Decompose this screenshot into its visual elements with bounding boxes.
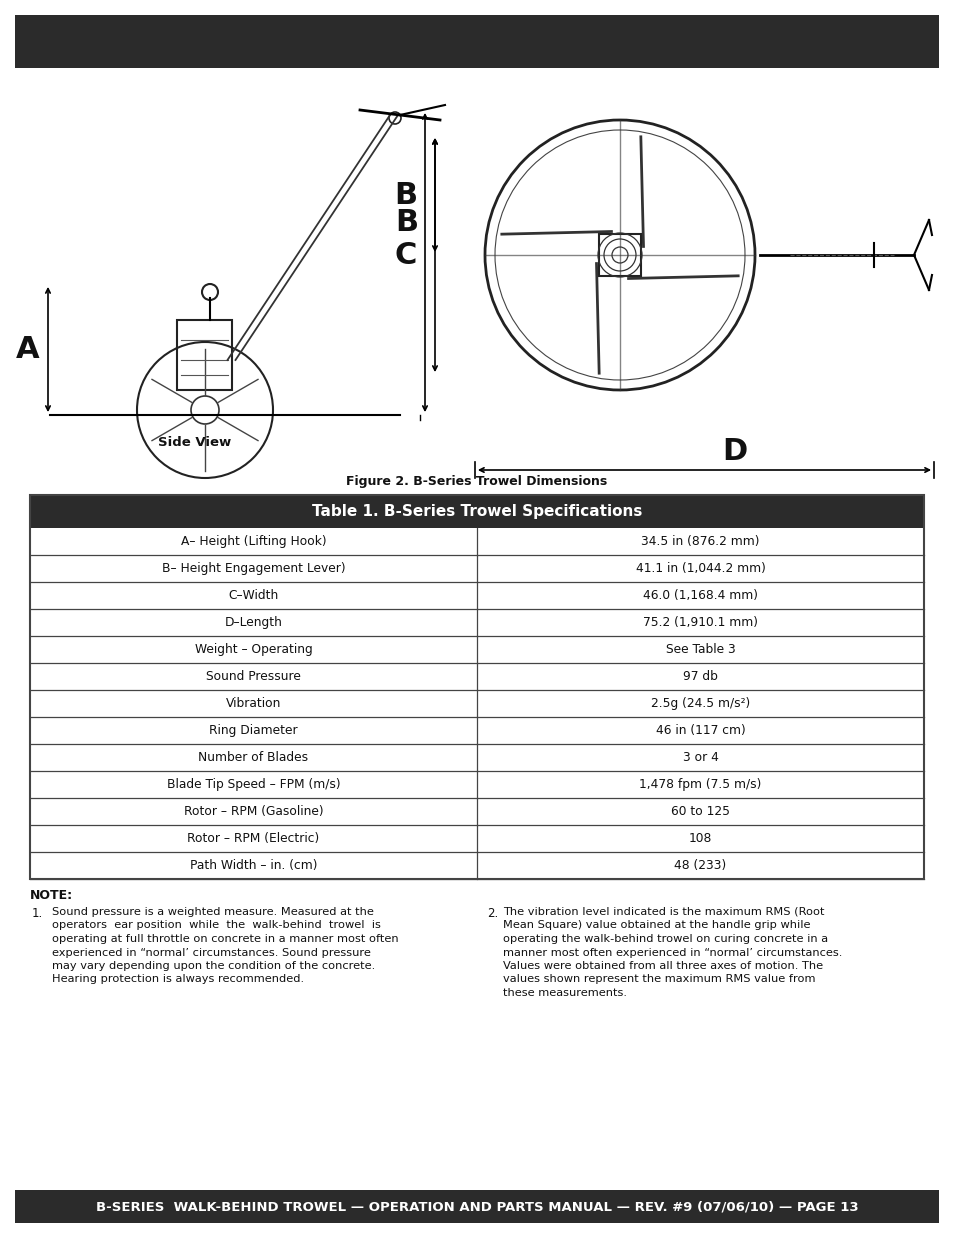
Text: C–Width: C–Width xyxy=(228,589,278,601)
Text: 97 db: 97 db xyxy=(682,671,718,683)
Bar xyxy=(598,233,640,275)
Text: 2.5g (24.5 m/s²): 2.5g (24.5 m/s²) xyxy=(650,697,749,710)
Text: 108: 108 xyxy=(688,832,712,845)
Text: Side View: Side View xyxy=(158,436,232,448)
Bar xyxy=(30,495,923,529)
Text: Weight – Operating: Weight – Operating xyxy=(194,643,312,656)
Text: Vibration: Vibration xyxy=(226,697,281,710)
Text: Rotor – RPM (Electric): Rotor – RPM (Electric) xyxy=(187,832,319,845)
Text: B-SERIES  WALK-BEHIND TROWEL — OPERATION AND PARTS MANUAL — REV. #9 (07/06/10) —: B-SERIES WALK-BEHIND TROWEL — OPERATION … xyxy=(95,1200,858,1213)
Text: D: D xyxy=(721,437,746,467)
Text: 75.2 (1,910.1 mm): 75.2 (1,910.1 mm) xyxy=(642,616,758,629)
Text: 46 in (117 cm): 46 in (117 cm) xyxy=(655,724,744,737)
Text: C: C xyxy=(395,241,416,269)
Bar xyxy=(15,1191,938,1223)
Text: The vibration level indicated is the maximum RMS (Root: The vibration level indicated is the max… xyxy=(502,906,823,918)
Text: Hearing protection is always recommended.: Hearing protection is always recommended… xyxy=(52,974,304,984)
Text: A– Height (Lifting Hook): A– Height (Lifting Hook) xyxy=(180,535,326,548)
Text: 34.5 in (876.2 mm): 34.5 in (876.2 mm) xyxy=(640,535,759,548)
Text: Mean Square) value obtained at the handle grip while: Mean Square) value obtained at the handl… xyxy=(502,920,810,930)
Text: operators  ear position  while  the  walk-behind  trowel  is: operators ear position while the walk-be… xyxy=(52,920,380,930)
Text: Rotor – RPM (Gasoline): Rotor – RPM (Gasoline) xyxy=(184,805,323,818)
Text: 41.1 in (1,044.2 mm): 41.1 in (1,044.2 mm) xyxy=(635,562,764,576)
Text: operating at full throttle on concrete in a manner most often: operating at full throttle on concrete i… xyxy=(52,934,398,944)
Text: Ring Diameter: Ring Diameter xyxy=(209,724,297,737)
Text: manner most often experienced in “normal’ circumstances.: manner most often experienced in “normal… xyxy=(502,947,841,957)
Text: NOTE:: NOTE: xyxy=(30,889,73,902)
Text: B: B xyxy=(395,207,418,237)
Text: Table 1. B-Series Trowel Specifications: Table 1. B-Series Trowel Specifications xyxy=(312,504,641,519)
Text: 48 (233): 48 (233) xyxy=(674,860,726,872)
Text: B: B xyxy=(394,180,416,210)
Text: 2.: 2. xyxy=(486,906,497,920)
Text: Values were obtained from all three axes of motion. The: Values were obtained from all three axes… xyxy=(502,961,822,971)
Bar xyxy=(177,320,233,390)
Text: may vary depending upon the condition of the concrete.: may vary depending upon the condition of… xyxy=(52,961,375,971)
Text: Figure 2. B-Series Trowel Dimensions: Figure 2. B-Series Trowel Dimensions xyxy=(346,475,607,488)
Bar xyxy=(15,15,938,68)
Text: Blade Tip Speed – FPM (m/s): Blade Tip Speed – FPM (m/s) xyxy=(167,778,340,790)
Text: 1.: 1. xyxy=(32,906,43,920)
Text: 60 to 125: 60 to 125 xyxy=(670,805,729,818)
Text: these measurements.: these measurements. xyxy=(502,988,626,998)
Text: 3 or 4: 3 or 4 xyxy=(681,751,718,764)
Text: Path Width – in. (cm): Path Width – in. (cm) xyxy=(190,860,317,872)
Text: A: A xyxy=(16,335,40,364)
Text: D–Length: D–Length xyxy=(224,616,282,629)
Text: Sound Pressure: Sound Pressure xyxy=(206,671,300,683)
Text: B-SERIES TROWEL— SPECIFICATIONS (TROWEL): B-SERIES TROWEL— SPECIFICATIONS (TROWEL) xyxy=(199,32,754,52)
Text: 46.0 (1,168.4 mm): 46.0 (1,168.4 mm) xyxy=(642,589,758,601)
Text: See Table 3: See Table 3 xyxy=(665,643,735,656)
Text: Number of Blades: Number of Blades xyxy=(198,751,308,764)
Text: experienced in “normal’ circumstances. Sound pressure: experienced in “normal’ circumstances. S… xyxy=(52,947,371,957)
Bar xyxy=(30,495,923,879)
Text: operating the walk-behind trowel on curing concrete in a: operating the walk-behind trowel on curi… xyxy=(502,934,827,944)
Text: values shown represent the maximum RMS value from: values shown represent the maximum RMS v… xyxy=(502,974,815,984)
Text: Sound pressure is a weighted measure. Measured at the: Sound pressure is a weighted measure. Me… xyxy=(52,906,374,918)
Text: 1,478 fpm (7.5 m/s): 1,478 fpm (7.5 m/s) xyxy=(639,778,760,790)
Text: B– Height Engagement Lever): B– Height Engagement Lever) xyxy=(161,562,345,576)
